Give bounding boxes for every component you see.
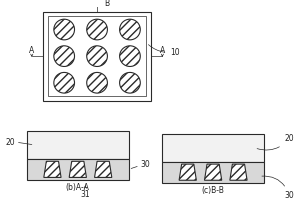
Polygon shape bbox=[44, 161, 61, 177]
Bar bbox=[48, 16, 146, 96]
Circle shape bbox=[120, 19, 140, 40]
Polygon shape bbox=[205, 164, 222, 180]
Text: A: A bbox=[160, 46, 165, 55]
Polygon shape bbox=[69, 161, 86, 177]
Circle shape bbox=[120, 46, 140, 66]
Text: 20: 20 bbox=[5, 138, 15, 147]
Bar bbox=[162, 162, 264, 183]
Bar bbox=[27, 159, 128, 180]
Circle shape bbox=[54, 19, 74, 40]
Polygon shape bbox=[230, 164, 247, 180]
Bar bbox=[27, 131, 128, 159]
Text: 10: 10 bbox=[148, 45, 179, 57]
Text: B: B bbox=[105, 0, 110, 8]
Polygon shape bbox=[179, 164, 196, 180]
Circle shape bbox=[54, 46, 74, 66]
Polygon shape bbox=[94, 161, 112, 177]
Bar bbox=[43, 12, 151, 101]
Circle shape bbox=[120, 72, 140, 93]
Text: (b)A-A: (b)A-A bbox=[66, 183, 90, 192]
Circle shape bbox=[87, 72, 107, 93]
Circle shape bbox=[87, 19, 107, 40]
Text: 30: 30 bbox=[262, 176, 294, 200]
Text: 20: 20 bbox=[257, 134, 294, 150]
Circle shape bbox=[87, 46, 107, 66]
Text: (c)B-B: (c)B-B bbox=[202, 186, 224, 195]
Text: 31: 31 bbox=[80, 190, 90, 199]
Bar bbox=[162, 134, 264, 162]
Text: A: A bbox=[29, 46, 34, 55]
Circle shape bbox=[54, 72, 74, 93]
Text: 30: 30 bbox=[141, 160, 151, 169]
